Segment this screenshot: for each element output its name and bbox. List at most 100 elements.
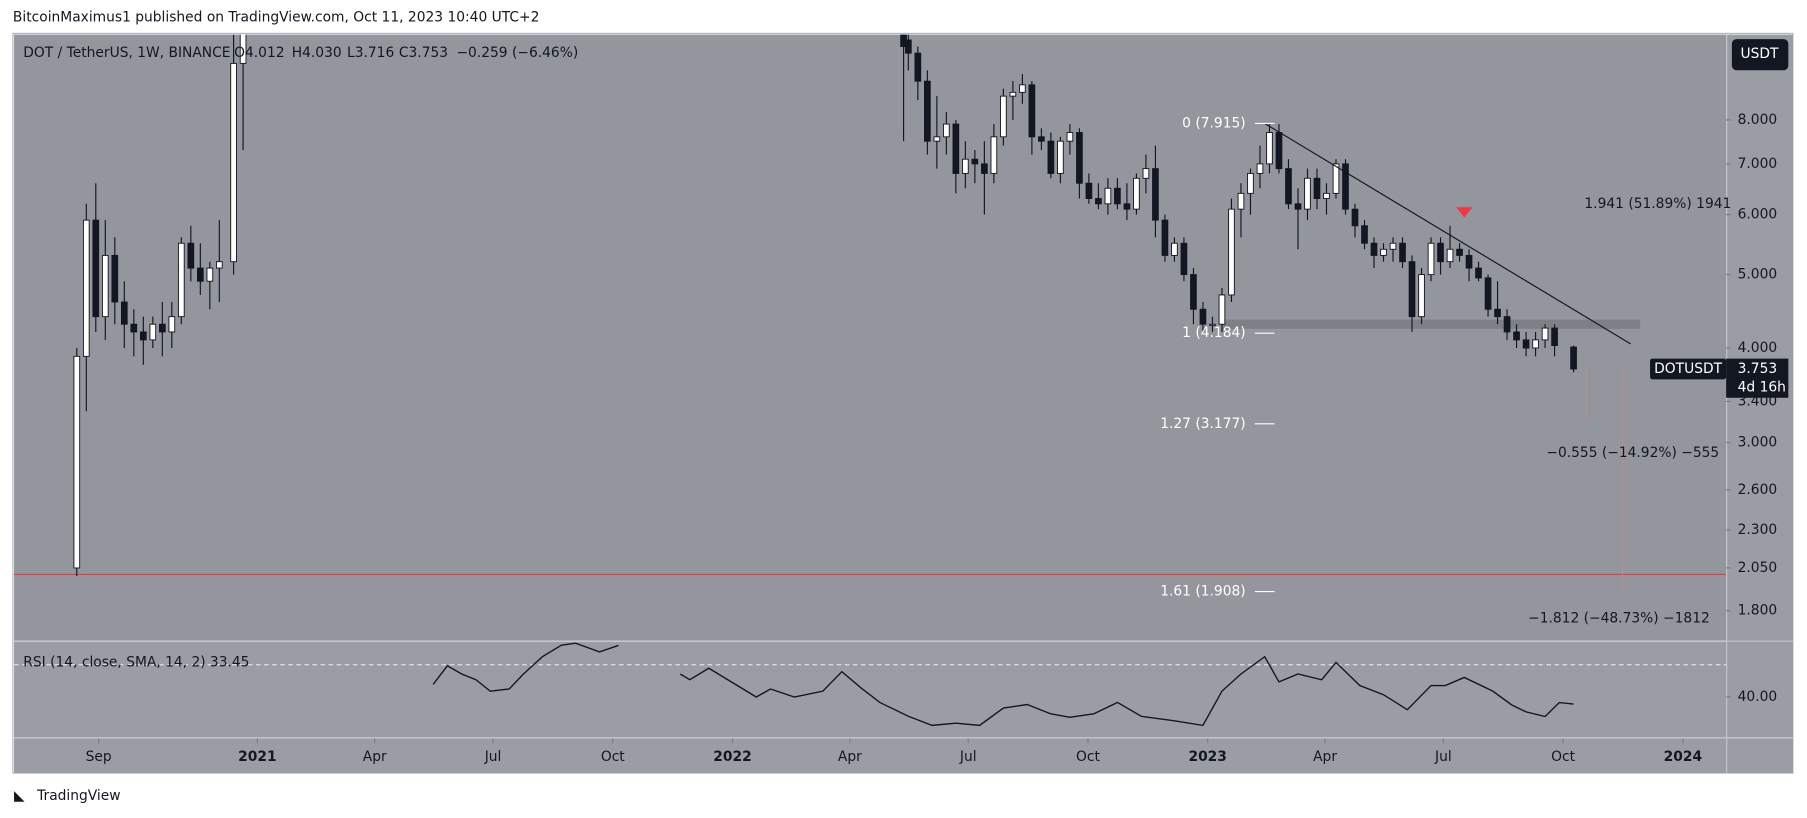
candle-body <box>1304 177 1311 210</box>
candle-body <box>1370 242 1378 256</box>
x-tick-label: Apr <box>838 749 862 765</box>
candle-body <box>1427 242 1435 276</box>
x-tick-label: 2022 <box>713 749 751 765</box>
rsi-value: 33.45 <box>210 654 250 670</box>
candle-body <box>1323 192 1330 200</box>
candle-body <box>111 254 119 303</box>
footer-brand: TradingView <box>36 788 120 804</box>
candle-body <box>1228 208 1235 296</box>
rsi-pane <box>14 641 1727 738</box>
low: L3.716 <box>347 45 394 61</box>
y-tick-label: 3.000 <box>1738 435 1778 451</box>
currency-button[interactable] <box>1731 39 1789 71</box>
candle-body <box>1199 308 1207 325</box>
x-tick-label: 2023 <box>1188 749 1226 765</box>
y-tick-label: 8.000 <box>1738 112 1778 128</box>
fib-label: 1.27 (3.177) <box>1160 416 1245 432</box>
candle-body <box>1494 308 1501 318</box>
candle-body <box>1551 327 1558 347</box>
y-tick-label: 2.050 <box>1738 560 1778 576</box>
candle-body <box>900 34 907 47</box>
candle-body <box>1389 242 1397 250</box>
candle-body <box>1171 242 1178 256</box>
candle-body <box>1247 172 1254 194</box>
fib-label: 0 (7.915) <box>1182 115 1246 131</box>
candle-body <box>1066 132 1074 142</box>
candle-body <box>196 267 204 282</box>
candle-body <box>1351 208 1359 227</box>
x-tick-label: Jul <box>484 749 502 765</box>
candle-body <box>1456 248 1463 256</box>
support-band <box>1221 319 1641 329</box>
candle-body <box>1513 331 1520 341</box>
candle-body <box>1000 95 1007 138</box>
candle-body <box>1570 346 1577 370</box>
candle-body <box>1437 242 1444 263</box>
candle-body <box>1114 187 1121 205</box>
candle-body <box>1532 339 1539 349</box>
candle-body <box>1076 132 1083 184</box>
candle-body <box>1209 323 1216 326</box>
candle-body <box>1522 339 1530 349</box>
price-box <box>1726 358 1789 398</box>
x-tick-label: Oct <box>601 749 625 765</box>
high: H4.030 <box>292 45 342 61</box>
y-tick-label: 2.600 <box>1738 482 1778 498</box>
candle-body <box>1190 274 1197 310</box>
candle-body <box>962 158 969 174</box>
candle-body <box>1408 261 1416 318</box>
candle-body <box>158 323 166 333</box>
footer-logo: ◣ <box>14 788 25 804</box>
rsi-tick-label: 40.00 <box>1738 689 1778 705</box>
candle-body <box>1218 294 1226 325</box>
candle-body <box>1475 267 1482 279</box>
candle-body <box>924 80 931 142</box>
candle-body <box>1152 168 1159 221</box>
candle-body <box>177 242 185 318</box>
candle-body <box>1484 277 1492 310</box>
candle-body <box>981 163 988 174</box>
candle-body <box>943 123 950 138</box>
candle-body <box>239 34 247 64</box>
candle-body <box>971 158 979 165</box>
rsi-label: RSI (14, close, SMA, 14, 2) <box>23 654 205 670</box>
ticker-box <box>1650 358 1727 380</box>
arrow-marker <box>1456 207 1473 218</box>
candle-body <box>1465 254 1473 269</box>
x-tick-label: 2024 <box>1664 749 1702 765</box>
currency[interactable]: USDT <box>1741 46 1780 62</box>
measure-label: −1.812 (−48.73%) −1812 <box>1528 611 1710 627</box>
candle-body <box>168 316 176 333</box>
candle-body <box>1133 177 1140 210</box>
candle-body <box>1019 84 1026 93</box>
y-tick-label: 6.000 <box>1738 207 1778 223</box>
candle-body <box>1342 163 1349 210</box>
candle-body <box>1294 203 1302 210</box>
candle-body <box>149 323 157 341</box>
y-tick-label: 2.300 <box>1738 522 1778 538</box>
candle-body <box>1038 136 1045 142</box>
countdown: 4d 16h <box>1738 379 1786 395</box>
y-tick-label: 1.800 <box>1738 603 1778 619</box>
candle-body <box>1418 274 1425 318</box>
candle-body <box>1057 140 1064 174</box>
candle-body <box>1085 182 1093 200</box>
candle-body <box>990 136 998 174</box>
ticker: DOTUSDT <box>1654 361 1722 377</box>
last-price: 3.753 <box>1738 361 1778 377</box>
x-tick-label: Oct <box>1076 749 1100 765</box>
x-tick-label: Jul <box>1434 749 1452 765</box>
rsi-line <box>432 642 1574 727</box>
candle-body <box>1104 187 1112 205</box>
time-axis <box>14 738 1793 774</box>
fib-label: 1 (4.184) <box>1182 325 1246 341</box>
y-tick-label: 3.400 <box>1738 393 1778 409</box>
x-tick-label: Apr <box>363 749 387 765</box>
open: O4.012 <box>234 45 284 61</box>
candle-body <box>1237 192 1245 210</box>
candle-body <box>1380 248 1387 256</box>
change: −0.259 (−6.46%) <box>456 45 578 61</box>
publish-info: BitcoinMaximus1 published on TradingView… <box>13 9 539 25</box>
candle-body <box>1142 168 1150 179</box>
